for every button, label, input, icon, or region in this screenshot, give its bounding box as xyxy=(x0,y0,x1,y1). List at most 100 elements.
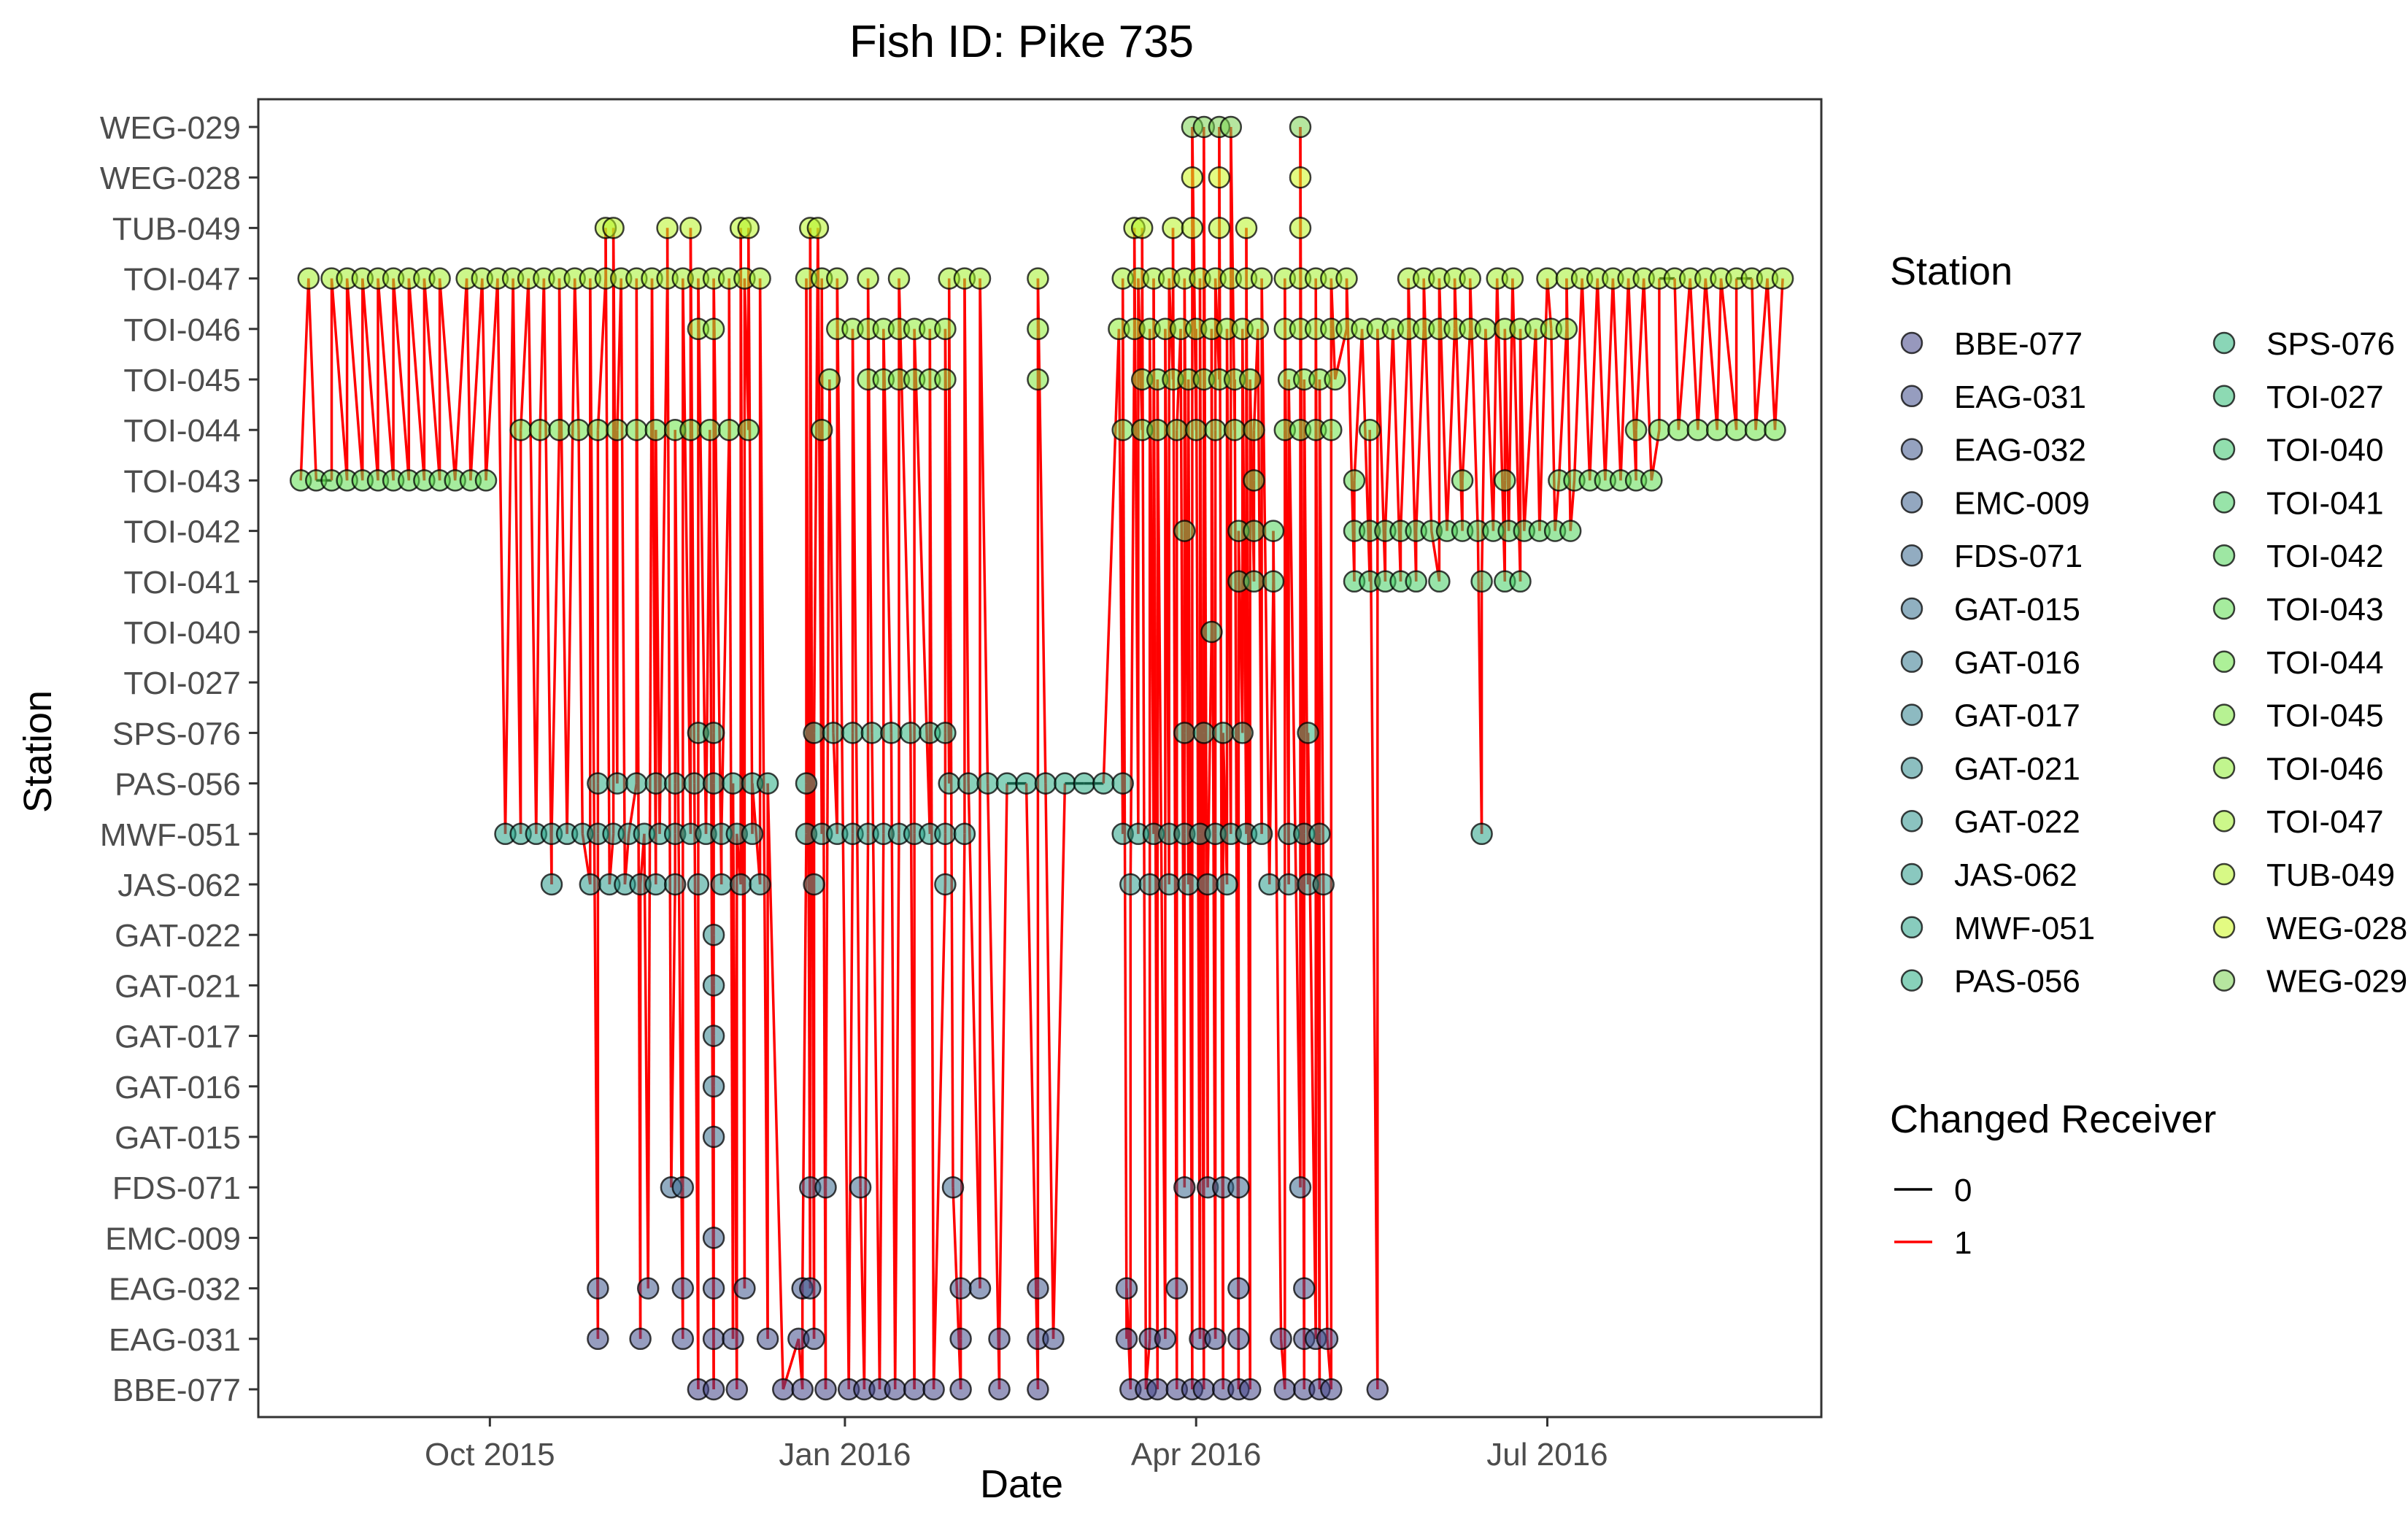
detection-point xyxy=(1358,418,1381,441)
detection-point xyxy=(1054,772,1076,795)
detection-point xyxy=(1771,267,1794,290)
detection-point xyxy=(880,722,903,744)
track-segment-changed xyxy=(658,278,669,834)
detection-point xyxy=(814,1176,837,1199)
detection-point xyxy=(1027,267,1049,290)
legend-label-station: SPS-076 xyxy=(2266,326,2395,362)
track-segment-changed xyxy=(1102,328,1121,784)
legend-key-station xyxy=(2212,544,2236,567)
track-segment-changed xyxy=(566,278,576,834)
track-segment-changed xyxy=(481,278,487,481)
track-segment-changed xyxy=(1572,278,1583,481)
track-segment-changed xyxy=(1704,278,1718,431)
legend-key-station xyxy=(1900,438,1923,460)
detection-point xyxy=(1192,722,1216,744)
detection-point xyxy=(702,772,725,795)
detection-point xyxy=(702,1024,725,1047)
y-tick-label: GAT-017 xyxy=(115,1019,241,1055)
x-tick-label: Jul 2016 xyxy=(1486,1437,1608,1473)
legend-key-station xyxy=(1900,862,1923,886)
detection-point xyxy=(1173,1176,1196,1199)
detection-point xyxy=(644,418,668,441)
y-tick-label: JAS-062 xyxy=(117,868,241,903)
track-segment-changed xyxy=(438,278,457,481)
detection-point xyxy=(702,1227,725,1249)
detection-point xyxy=(702,317,725,341)
track-segment-changed xyxy=(866,278,873,733)
track-segment-changed xyxy=(913,328,932,834)
detection-point xyxy=(1227,1327,1250,1351)
detection-point xyxy=(953,822,976,846)
detection-point xyxy=(1312,873,1335,896)
detection-point xyxy=(934,822,957,846)
legend-label-station: JAS-062 xyxy=(1954,857,2077,893)
track-segment-changed xyxy=(863,833,870,1390)
detection-point xyxy=(1027,317,1049,341)
track-segment-changed xyxy=(496,278,507,834)
track-segment-changed xyxy=(882,328,893,733)
legend-key-station xyxy=(1900,331,1923,355)
detection-point xyxy=(1474,317,1497,341)
detection-point xyxy=(606,418,629,441)
track-segment-changed xyxy=(503,278,514,834)
track-segment-changed xyxy=(1689,278,1699,431)
track-segment-changed xyxy=(847,833,854,1390)
track-segment-changed xyxy=(1619,278,1630,481)
detection-point xyxy=(1196,873,1219,896)
legend-label-station: TOI-040 xyxy=(2266,433,2384,468)
detection-point xyxy=(663,772,687,795)
legend-key-station xyxy=(1900,757,1923,779)
track-segment-changed xyxy=(898,278,912,733)
detection-point xyxy=(756,1327,779,1351)
panel-background xyxy=(258,99,1821,1417)
detection-point xyxy=(509,418,532,441)
track-segment-changed xyxy=(655,430,661,834)
legend-key-station xyxy=(1900,703,1923,726)
legend-key-station xyxy=(2212,597,2236,620)
detection-point xyxy=(702,1378,725,1401)
detection-point xyxy=(1289,166,1312,189)
legend-key-station xyxy=(2212,703,2236,726)
track-segment-changed xyxy=(1129,328,1136,885)
detection-point xyxy=(1200,620,1223,644)
detection-point xyxy=(1192,1378,1216,1401)
detection-point xyxy=(1366,1378,1389,1401)
detection-point xyxy=(1146,1378,1169,1401)
detection-point xyxy=(1027,1378,1049,1401)
detection-point xyxy=(934,317,957,341)
detection-point xyxy=(625,772,648,795)
detection-point xyxy=(644,873,668,896)
legend-key-station xyxy=(2212,862,2236,886)
track-segment-changed xyxy=(1596,278,1607,481)
legend-label-station: GAT-015 xyxy=(1954,592,2080,628)
detection-point xyxy=(884,1378,906,1401)
plot-panel xyxy=(257,98,1823,1419)
track-segment-changed xyxy=(963,278,970,784)
legend-key-station xyxy=(1900,544,1923,567)
detection-point xyxy=(934,873,957,896)
track-segment-changed xyxy=(1384,328,1394,531)
track-segment-changed xyxy=(453,278,468,481)
detection-point xyxy=(1208,217,1231,239)
detection-point xyxy=(749,267,771,290)
track-segment-changed xyxy=(1611,278,1622,481)
legend-label-station: BBE-077 xyxy=(1954,326,2083,362)
detection-point xyxy=(1015,772,1038,795)
detection-point xyxy=(702,1327,725,1351)
x-axis: Oct 2015 Jan 2016 Apr 2016 Jul 2016 xyxy=(425,1417,1608,1473)
detection-point xyxy=(1648,418,1671,441)
track-segment-changed xyxy=(345,278,364,481)
detection-point xyxy=(1316,1327,1339,1351)
x-tick-label: Oct 2015 xyxy=(425,1437,555,1473)
y-tick-label: GAT-021 xyxy=(115,968,241,1004)
detection-point xyxy=(1162,217,1184,239)
legend-key-station xyxy=(1900,969,1923,992)
detection-point xyxy=(976,772,999,795)
detection-point xyxy=(1509,570,1532,593)
track-segment-changed xyxy=(967,783,981,1289)
detection-point xyxy=(1262,570,1285,593)
y-tick-label: EMC-009 xyxy=(105,1221,241,1257)
detection-point xyxy=(702,1125,725,1149)
track-segment-changed xyxy=(557,278,568,834)
detection-point xyxy=(1223,418,1246,441)
